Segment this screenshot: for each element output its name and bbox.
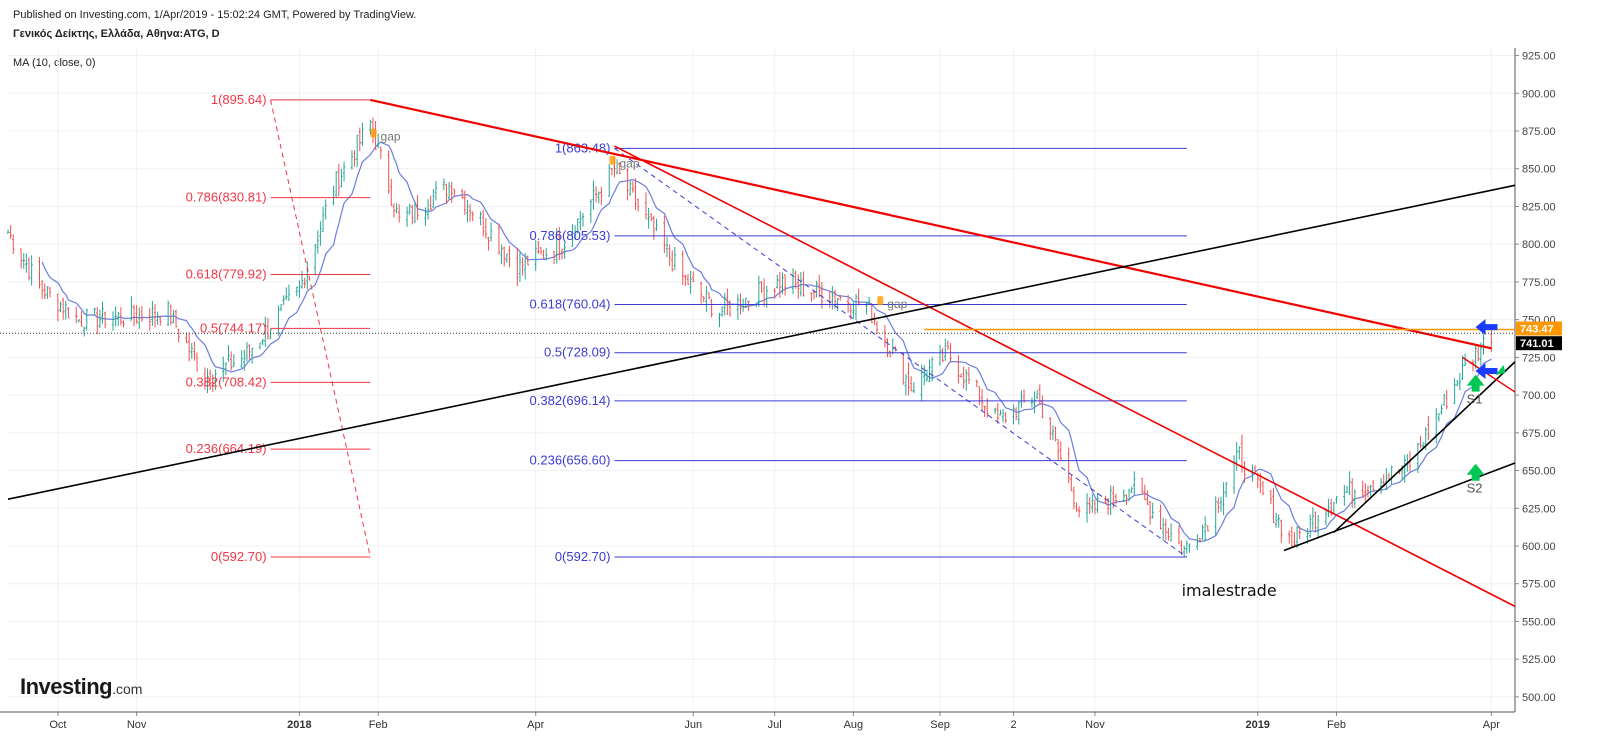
y-tick-label-14: 850.00 bbox=[1522, 164, 1556, 176]
x-tick-label-13: Apr bbox=[1483, 719, 1500, 731]
watermark-text: imalestrade bbox=[1182, 581, 1277, 600]
trendline-0 bbox=[370, 98, 1492, 350]
y-tick-label-5: 625.00 bbox=[1522, 503, 1556, 515]
x-tick-label-11: 2019 bbox=[1245, 719, 1269, 731]
y-tick-label-8: 700.00 bbox=[1522, 390, 1556, 402]
annotations: gap gap gap S1 S2 imalestrade bbox=[370, 128, 1506, 600]
price-tag-orange-text: 743.47 bbox=[1520, 323, 1554, 335]
fib1-label-5: 0.236(664.19) bbox=[186, 441, 267, 456]
x-tick-label-9: 2 bbox=[1010, 719, 1016, 731]
x-tick-label-12: Feb bbox=[1327, 719, 1346, 731]
investing-logo: Investing.com bbox=[20, 674, 142, 700]
x-tick-label-7: Aug bbox=[844, 719, 864, 731]
fib2-label-4: 0.382(696.14) bbox=[530, 393, 611, 408]
fib1-label-0: 1(895.64) bbox=[211, 92, 267, 107]
symbol-title: Γενικός Δείκτης, Ελλάδα, Αθηνα:ATG, D bbox=[13, 28, 220, 40]
support-arrow-3 bbox=[1466, 374, 1485, 392]
ma-indicator-label[interactable]: MA (10, close, 0) bbox=[13, 57, 96, 69]
pointer-arrow-0 bbox=[1475, 319, 1498, 336]
gap-marker-2 bbox=[877, 296, 884, 306]
trendline-1 bbox=[614, 145, 1516, 608]
fib2-label-3: 0.5(728.09) bbox=[544, 345, 611, 360]
x-tick-label-1: Nov bbox=[127, 719, 147, 731]
x-tick-label-4: Apr bbox=[527, 719, 544, 731]
x-axis-labels: Oct Nov 2018 Feb Apr Jun Jul Aug Sep 2 Nov 2019 Feb A… bbox=[49, 719, 1500, 731]
x-tick-label-6: Jul bbox=[768, 719, 782, 731]
trendline-4 bbox=[1333, 361, 1516, 534]
y-tick-label-4: 600.00 bbox=[1522, 541, 1556, 553]
x-tick-label-0: Oct bbox=[49, 719, 66, 731]
y-tick-label-6: 650.00 bbox=[1522, 466, 1556, 478]
gap-label-0: gap bbox=[381, 130, 401, 144]
x-tick-label-8: Sep bbox=[930, 719, 950, 731]
y-axis-labels: 500.00 525.00 550.00 575.00 600.00 625.00 650.… bbox=[1516, 51, 1562, 704]
y-tick-label-1: 525.00 bbox=[1522, 654, 1556, 666]
price-tag-orange bbox=[1516, 321, 1562, 336]
y-tick-label-15: 875.00 bbox=[1522, 126, 1556, 138]
x-tick-label-3: Feb bbox=[369, 719, 388, 731]
fib1-label-6: 0(592.70) bbox=[211, 549, 267, 564]
y-tick-label-17: 925.00 bbox=[1522, 51, 1556, 63]
fib2-label-5: 0.236(656.60) bbox=[530, 453, 611, 468]
price-tag-black-text: 741.01 bbox=[1520, 338, 1554, 350]
x-tick-label-5: Jun bbox=[684, 719, 702, 731]
axes bbox=[0, 48, 1519, 716]
pointer-arrow-1 bbox=[1475, 362, 1498, 379]
fib1-label-4: 0.382(708.42) bbox=[186, 374, 267, 389]
y-tick-label-2: 550.00 bbox=[1522, 616, 1556, 628]
y-tick-label-11: 775.00 bbox=[1522, 277, 1556, 289]
support-label-3: S1 bbox=[1467, 392, 1483, 407]
horizontal-levels[interactable] bbox=[0, 328, 1515, 334]
logo-suffix: .com bbox=[112, 681, 143, 697]
support-arrow-4 bbox=[1466, 463, 1485, 481]
grid bbox=[8, 48, 1515, 712]
x-tick-label-10: Nov bbox=[1085, 719, 1105, 731]
trendline-2 bbox=[7, 184, 1516, 501]
trendlines[interactable] bbox=[7, 98, 1516, 608]
fib1-label-1: 0.786(830.81) bbox=[186, 190, 267, 205]
fib2-diagonal bbox=[614, 147, 1188, 558]
fib2-label-6: 0(592.70) bbox=[555, 549, 611, 564]
y-tick-label-13: 825.00 bbox=[1522, 201, 1556, 213]
fibonacci-retracements[interactable]: 1(895.64) 0.786(830.81) 0.618(779.92) 0.5(7… bbox=[186, 92, 1188, 564]
y-tick-label-12: 800.00 bbox=[1522, 239, 1556, 251]
y-tick-label-9: 725.00 bbox=[1522, 352, 1556, 364]
y-tick-label-7: 675.00 bbox=[1522, 428, 1556, 440]
y-tick-label-16: 900.00 bbox=[1522, 88, 1556, 100]
price-tag-black bbox=[1516, 336, 1562, 351]
published-line: Published on Investing.com, 1/Apr/2019 -… bbox=[13, 9, 417, 21]
gap-label-2: gap bbox=[887, 297, 907, 311]
logo-brand: Investing bbox=[20, 674, 113, 699]
y-tick-label-3: 575.00 bbox=[1522, 579, 1556, 591]
gap-marker-0 bbox=[370, 128, 377, 138]
x-tick-label-2: 2018 bbox=[287, 719, 311, 731]
fib1-diagonal bbox=[270, 99, 371, 558]
fib2-label-1: 0.786(805.53) bbox=[530, 228, 611, 243]
gap-label-1: gap bbox=[619, 157, 639, 171]
support-label-4: S2 bbox=[1467, 481, 1483, 496]
fib1-label-3: 0.5(744.17) bbox=[200, 320, 267, 335]
fib2-label-2: 0.618(760.04) bbox=[530, 296, 611, 311]
gap-marker-1 bbox=[609, 155, 616, 165]
fib1-label-2: 0.618(779.92) bbox=[186, 266, 267, 281]
y-tick-label-0: 500.00 bbox=[1522, 692, 1556, 704]
pointer-arrow-green bbox=[1495, 364, 1506, 375]
trendline-short-red bbox=[1462, 356, 1516, 393]
